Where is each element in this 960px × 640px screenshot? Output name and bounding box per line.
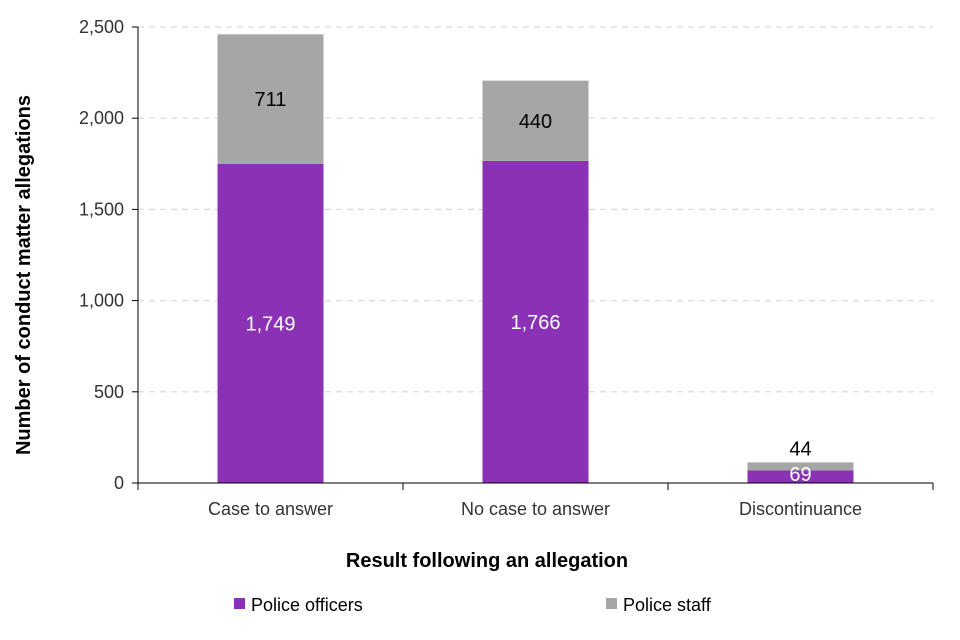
x-tick-label: No case to answer (461, 499, 610, 519)
data-label: 711 (255, 89, 287, 111)
legend: Police officers Police staff (234, 595, 712, 615)
x-axis: Case to answer No case to answer Discontin… (137, 482, 934, 519)
y-axis-ticks: 0 500 1,000 1,500 2,000 2,500 (79, 17, 139, 493)
x-axis-title: Result following an allegation (346, 550, 628, 572)
y-tick-label: 1,500 (79, 199, 124, 219)
y-tick-label: 0 (114, 473, 124, 493)
data-label: 1,766 (510, 312, 560, 334)
bar-police-staff (747, 462, 854, 471)
bar-police-officers (217, 163, 324, 483)
bar-police-staff (482, 80, 589, 161)
legend-label: Police staff (623, 595, 712, 615)
legend-label: Police officers (251, 595, 363, 615)
x-tick-label: Discontinuance (739, 499, 862, 519)
data-label: 69 (789, 464, 811, 486)
data-labels: 1,749 711 1,766 440 69 44 (245, 89, 811, 486)
legend-swatch (234, 598, 245, 609)
y-tick-label: 2,500 (79, 17, 124, 37)
data-label: 1,749 (245, 313, 295, 335)
bars (217, 34, 854, 484)
x-tick-label: Case to answer (208, 499, 333, 519)
bar-police-staff (217, 34, 324, 164)
y-axis-title: Number of conduct matter allegations (13, 95, 35, 455)
data-label: 440 (519, 111, 552, 133)
bar-police-officers (747, 470, 854, 483)
y-tick-label: 2,000 (79, 108, 124, 128)
y-tick-label: 500 (94, 382, 124, 402)
legend-swatch (606, 598, 617, 609)
data-label: 44 (789, 438, 811, 460)
bar-police-officers (482, 160, 589, 484)
y-tick-label: 1,000 (79, 291, 124, 311)
